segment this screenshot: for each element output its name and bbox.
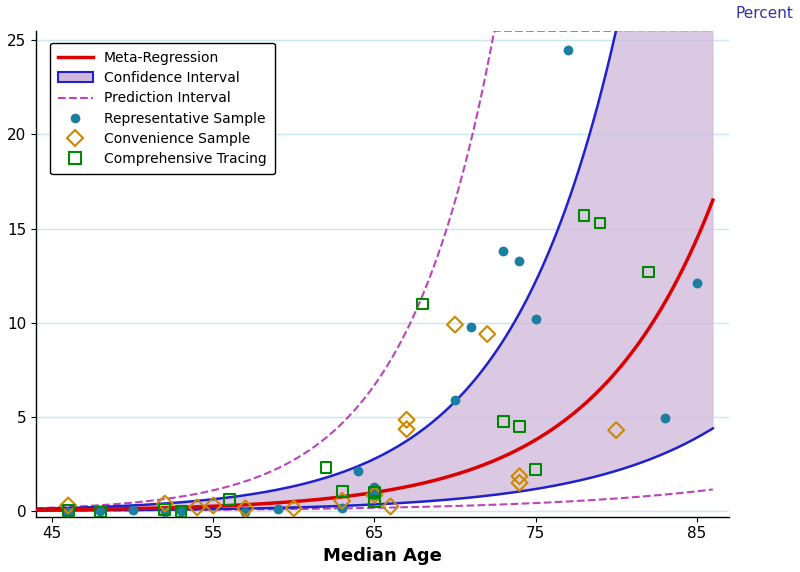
Point	[62, 506, 74, 515]
Point	[368, 497, 381, 506]
Point	[416, 299, 429, 308]
Point	[336, 496, 349, 505]
Point	[239, 504, 252, 513]
Point	[62, 501, 74, 510]
Point	[384, 502, 397, 511]
Point	[158, 499, 171, 508]
Point	[126, 506, 139, 515]
Point	[352, 466, 365, 475]
Point	[513, 478, 526, 487]
Point	[497, 417, 510, 426]
Point	[190, 503, 203, 512]
Point	[158, 507, 171, 517]
X-axis label: Median Age: Median Age	[323, 547, 442, 565]
Point	[174, 507, 187, 516]
Point	[449, 395, 462, 404]
Point	[529, 465, 542, 474]
Point	[400, 415, 413, 424]
Point	[513, 472, 526, 481]
Point	[271, 505, 284, 514]
Point	[449, 320, 462, 329]
Point	[368, 488, 381, 497]
Point	[529, 315, 542, 324]
Point	[368, 491, 381, 500]
Point	[658, 414, 671, 423]
Point	[465, 322, 478, 331]
Point	[690, 279, 703, 288]
Point	[400, 424, 413, 434]
Point	[368, 491, 381, 500]
Point	[287, 504, 300, 513]
Legend: Meta-Regression, Confidence Interval, Prediction Interval, Representative Sample: Meta-Regression, Confidence Interval, Pr…	[50, 42, 275, 174]
Point	[94, 507, 106, 517]
Point	[174, 507, 187, 516]
Point	[62, 507, 74, 517]
Point	[368, 482, 381, 491]
Text: Percent: Percent	[736, 6, 794, 21]
Point	[336, 504, 349, 513]
Point	[513, 256, 526, 265]
Point	[513, 422, 526, 431]
Point	[239, 507, 252, 517]
Point	[158, 505, 171, 514]
Point	[207, 501, 220, 510]
Point	[223, 495, 236, 505]
Point	[94, 507, 106, 516]
Point	[642, 267, 654, 276]
Point	[610, 426, 622, 435]
Point	[562, 45, 574, 54]
Point	[481, 329, 494, 339]
Point	[320, 463, 333, 472]
Point	[578, 211, 590, 220]
Point	[336, 487, 349, 496]
Point	[497, 247, 510, 256]
Point	[594, 219, 606, 228]
